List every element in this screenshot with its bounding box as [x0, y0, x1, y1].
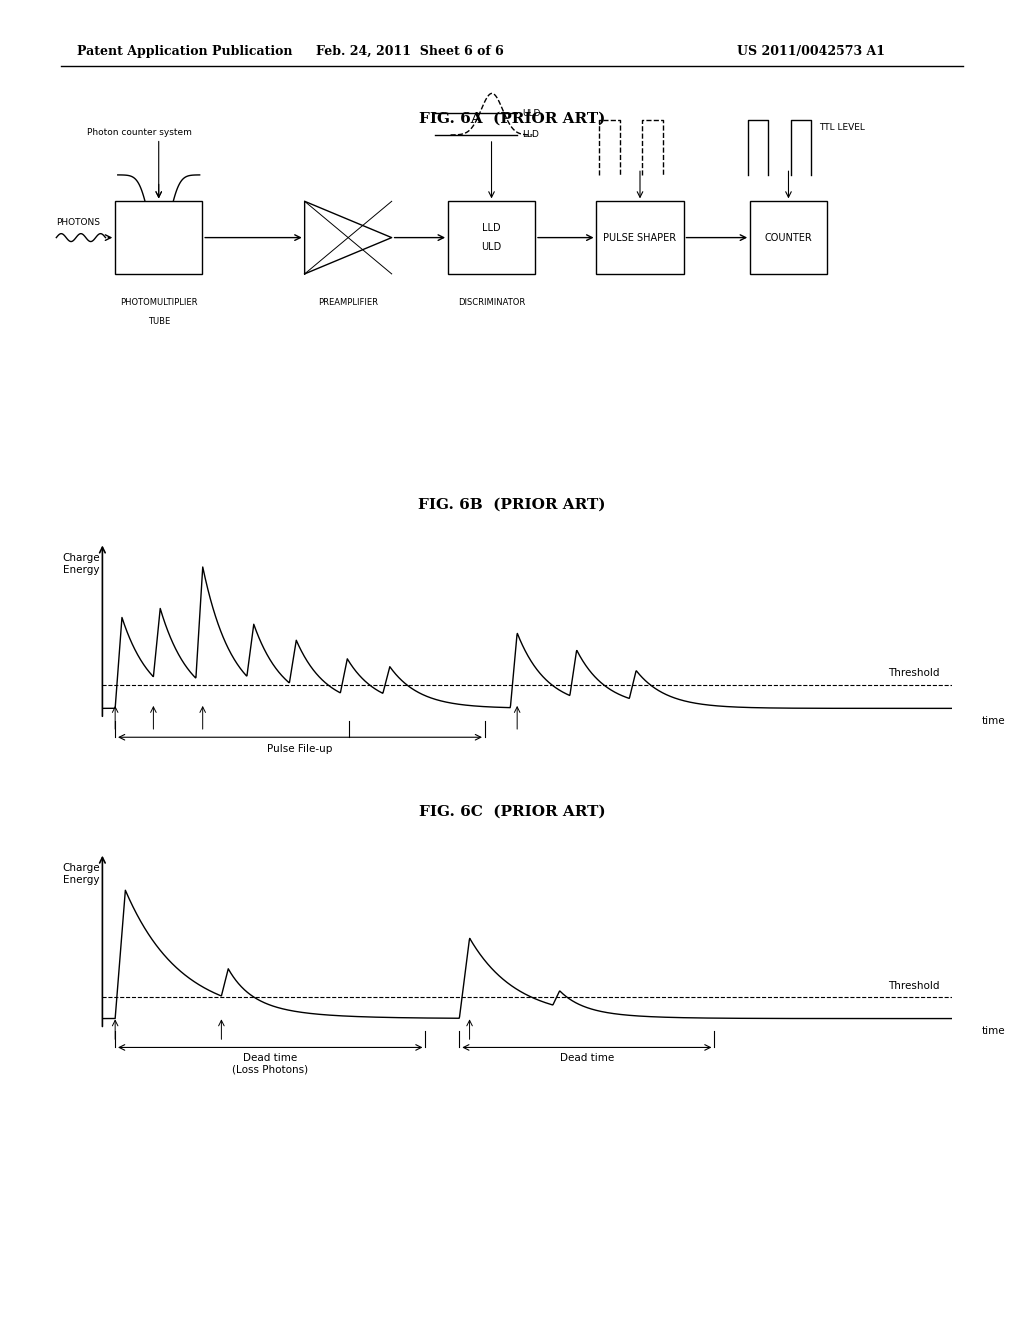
Text: LLD: LLD — [482, 223, 501, 234]
Text: US 2011/0042573 A1: US 2011/0042573 A1 — [737, 45, 886, 58]
Bar — [115, 201, 203, 275]
Text: Pulse File-up: Pulse File-up — [267, 743, 333, 754]
Text: time: time — [982, 717, 1006, 726]
Text: Feb. 24, 2011  Sheet 6 of 6: Feb. 24, 2011 Sheet 6 of 6 — [315, 45, 504, 58]
Text: DISCRIMINATOR: DISCRIMINATOR — [458, 298, 525, 306]
Text: ULD: ULD — [481, 242, 502, 252]
Text: Dead time
(Loss Photons): Dead time (Loss Photons) — [232, 1053, 308, 1074]
Bar — [750, 201, 827, 275]
Text: Patent Application Publication: Patent Application Publication — [77, 45, 292, 58]
Text: ULD: ULD — [522, 108, 541, 117]
Text: PREAMPLIFIER: PREAMPLIFIER — [318, 298, 378, 306]
Text: FIG. 6A  (PRIOR ART): FIG. 6A (PRIOR ART) — [419, 112, 605, 125]
Text: Photon counter system: Photon counter system — [87, 128, 191, 136]
Text: Charge
Energy: Charge Energy — [62, 863, 100, 886]
Text: FIG. 6B  (PRIOR ART): FIG. 6B (PRIOR ART) — [418, 498, 606, 511]
Text: Threshold: Threshold — [888, 981, 940, 991]
Text: TTL LEVEL: TTL LEVEL — [819, 123, 865, 132]
Bar — [596, 201, 684, 275]
Text: Threshold: Threshold — [888, 668, 940, 678]
Text: time: time — [982, 1027, 1006, 1036]
Bar — [449, 201, 535, 275]
Text: FIG. 6C  (PRIOR ART): FIG. 6C (PRIOR ART) — [419, 805, 605, 818]
Text: PHOTONS: PHOTONS — [56, 218, 100, 227]
Text: PULSE SHAPER: PULSE SHAPER — [603, 232, 677, 243]
Text: LLD: LLD — [522, 131, 539, 140]
Text: Charge
Energy: Charge Energy — [62, 553, 100, 576]
Text: PHOTOMULTIPLIER: PHOTOMULTIPLIER — [120, 298, 198, 306]
Text: TUBE: TUBE — [147, 318, 170, 326]
Text: COUNTER: COUNTER — [765, 232, 812, 243]
Text: Dead time: Dead time — [560, 1053, 614, 1063]
